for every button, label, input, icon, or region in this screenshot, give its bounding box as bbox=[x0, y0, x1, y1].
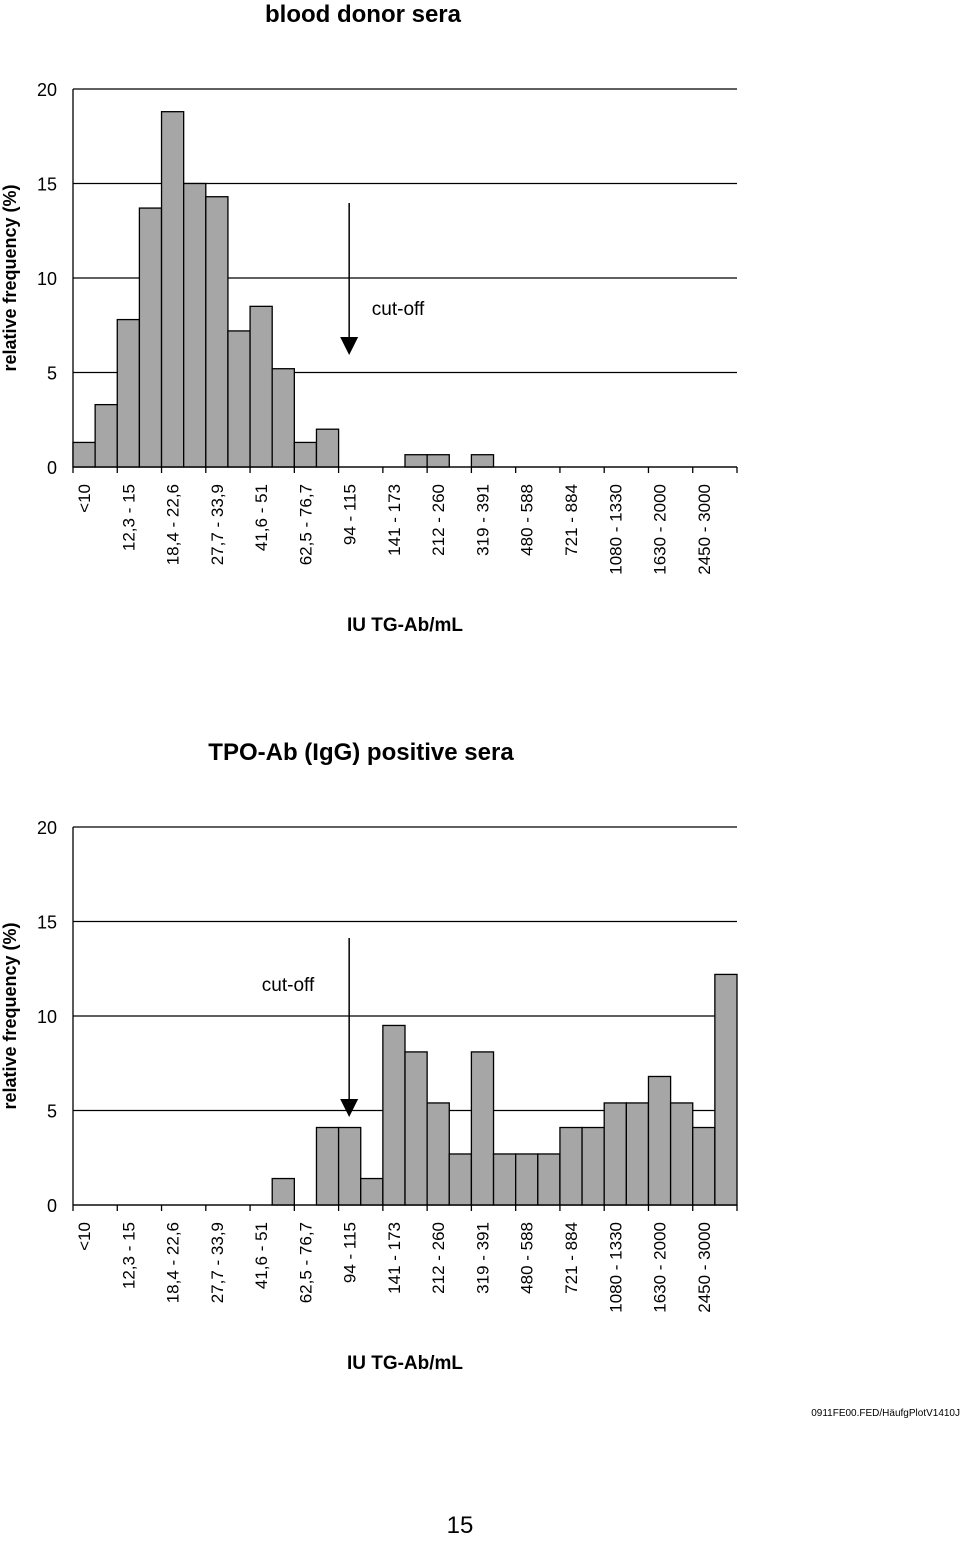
y-axis-label: relative frequency (%) bbox=[0, 184, 20, 371]
y-tick-label: 0 bbox=[47, 1196, 57, 1216]
x-category-label: 62,5 - 76,7 bbox=[296, 1222, 315, 1303]
y-tick-label: 5 bbox=[47, 1102, 57, 1122]
cut-off-label: cut-off bbox=[372, 299, 425, 320]
page-number: 15 bbox=[446, 1512, 474, 1539]
x-category-label: 27,7 - 33,9 bbox=[208, 484, 227, 565]
x-category-label: 141 - 173 bbox=[385, 1222, 404, 1294]
x-category-label: <10 bbox=[75, 1222, 94, 1251]
x-category-label: 41,6 - 51 bbox=[252, 1222, 271, 1289]
bar bbox=[625, 1102, 650, 1206]
bar bbox=[537, 1153, 561, 1206]
y-tick-label: 0 bbox=[47, 458, 57, 478]
bar bbox=[337, 1126, 362, 1206]
x-category-label: 721 - 884 bbox=[562, 484, 581, 556]
chart-tpo-ab-positive-sera: TPO-Ab (IgG) positive sera 0 5 10 15 20 <10 12,… bbox=[0, 739, 738, 1374]
x-category-label: 480 - 588 bbox=[518, 484, 537, 556]
x-category-label: 12,3 - 15 bbox=[119, 1222, 138, 1289]
cut-off-arrow-head bbox=[340, 337, 359, 355]
x-category-label: <10 bbox=[75, 484, 94, 513]
bar bbox=[116, 318, 141, 468]
y-tick-label: 10 bbox=[37, 1007, 57, 1027]
x-category-label: 1630 - 2000 bbox=[651, 484, 670, 575]
bar bbox=[426, 454, 450, 468]
x-category-label: 12,3 - 15 bbox=[119, 484, 138, 551]
bar bbox=[160, 111, 185, 468]
bar bbox=[271, 1177, 295, 1206]
document-code: 0911FE00.FED/HäufgPlotV1410J bbox=[811, 1408, 960, 1419]
x-axis-label: IU TG-Ab/mL bbox=[347, 615, 463, 636]
bar bbox=[559, 1126, 583, 1206]
bar bbox=[138, 207, 163, 468]
bar bbox=[448, 1153, 473, 1206]
bar bbox=[293, 441, 318, 468]
bar bbox=[94, 403, 118, 468]
x-category-label: 1080 - 1330 bbox=[606, 484, 625, 575]
bar bbox=[692, 1126, 716, 1206]
x-category-label: 27,7 - 33,9 bbox=[208, 1222, 227, 1303]
y-tick-label: 20 bbox=[37, 80, 57, 100]
bar bbox=[249, 305, 273, 468]
x-category-label: 18,4 - 22,6 bbox=[164, 484, 183, 565]
bar bbox=[360, 1177, 384, 1206]
x-category-label: 62,5 - 76,7 bbox=[296, 484, 315, 565]
cut-off-arrow-head bbox=[340, 1099, 359, 1117]
bar bbox=[315, 1126, 340, 1206]
chart-title: TPO-Ab (IgG) positive sera bbox=[208, 739, 514, 766]
y-axis-label: relative frequency (%) bbox=[0, 922, 20, 1109]
y-tick-label: 10 bbox=[37, 269, 57, 289]
x-category-label: 1630 - 2000 bbox=[651, 1222, 670, 1313]
x-category-label: 94 - 115 bbox=[341, 484, 360, 545]
bar bbox=[382, 1024, 406, 1206]
bar bbox=[315, 428, 340, 468]
bar bbox=[603, 1102, 627, 1206]
chart-blood-donor-sera: blood donor sera 0 5 10 15 20 <10 12,3 - 15 18,4… bbox=[0, 1, 738, 636]
bar bbox=[271, 368, 295, 468]
x-category-label: 94 - 115 bbox=[341, 1222, 360, 1283]
bar bbox=[669, 1102, 694, 1206]
bar bbox=[515, 1153, 539, 1206]
bar bbox=[647, 1075, 672, 1206]
bar bbox=[404, 1051, 428, 1206]
chart-title: blood donor sera bbox=[265, 1, 462, 28]
bar bbox=[492, 1153, 517, 1206]
bar bbox=[72, 441, 96, 468]
bar bbox=[470, 1051, 495, 1206]
bar bbox=[581, 1126, 605, 1206]
x-axis-label: IU TG-Ab/mL bbox=[347, 1353, 463, 1374]
x-category-label: 480 - 588 bbox=[518, 1222, 537, 1294]
x-category-label: 141 - 173 bbox=[385, 484, 404, 556]
y-tick-label: 5 bbox=[47, 364, 57, 384]
bar bbox=[426, 1102, 450, 1206]
y-tick-label: 20 bbox=[37, 818, 57, 838]
bar bbox=[205, 196, 229, 468]
x-category-label: 1080 - 1330 bbox=[606, 1222, 625, 1313]
bar bbox=[714, 973, 738, 1206]
bar bbox=[227, 330, 251, 468]
y-tick-label: 15 bbox=[37, 913, 57, 933]
x-category-label: 18,4 - 22,6 bbox=[164, 1222, 183, 1303]
x-category-label: 2450 - 3000 bbox=[695, 1222, 714, 1313]
bar bbox=[470, 454, 495, 468]
y-tick-label: 15 bbox=[37, 175, 57, 195]
x-category-label: 2450 - 3000 bbox=[695, 484, 714, 575]
cut-off-label: cut-off bbox=[262, 975, 315, 996]
x-category-label: 212 - 260 bbox=[429, 484, 448, 556]
bar bbox=[183, 182, 207, 468]
bar bbox=[404, 454, 428, 468]
x-category-label: 319 - 391 bbox=[473, 484, 492, 556]
x-category-label: 319 - 391 bbox=[473, 1222, 492, 1294]
x-category-label: 212 - 260 bbox=[429, 1222, 448, 1294]
x-category-label: 41,6 - 51 bbox=[252, 484, 271, 551]
x-category-label: 721 - 884 bbox=[562, 1222, 581, 1294]
